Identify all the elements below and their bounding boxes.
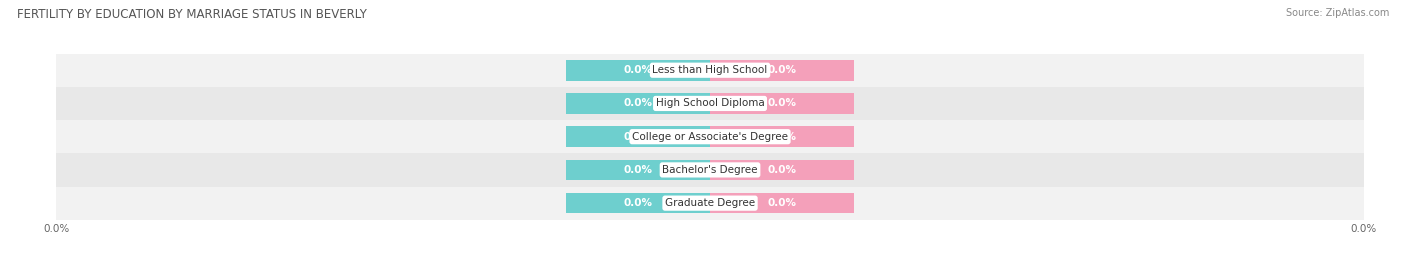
Bar <box>56 54 1364 87</box>
Text: 0.0%: 0.0% <box>624 165 652 175</box>
Bar <box>567 126 710 147</box>
Text: 0.0%: 0.0% <box>624 198 652 208</box>
Text: 0.0%: 0.0% <box>768 198 796 208</box>
Text: 0.0%: 0.0% <box>768 165 796 175</box>
Text: 0.0%: 0.0% <box>768 98 796 109</box>
Text: 0.0%: 0.0% <box>624 132 652 142</box>
Text: 0.0%: 0.0% <box>768 132 796 142</box>
Text: FERTILITY BY EDUCATION BY MARRIAGE STATUS IN BEVERLY: FERTILITY BY EDUCATION BY MARRIAGE STATU… <box>17 8 367 21</box>
Bar <box>567 93 710 114</box>
Bar <box>567 60 710 80</box>
Bar <box>567 160 710 180</box>
Bar <box>56 120 1364 153</box>
Text: College or Associate's Degree: College or Associate's Degree <box>633 132 787 142</box>
Bar <box>710 160 853 180</box>
Text: 0.0%: 0.0% <box>624 98 652 109</box>
Bar <box>56 153 1364 187</box>
Text: 0.0%: 0.0% <box>624 65 652 75</box>
Bar <box>710 93 853 114</box>
Bar <box>56 187 1364 220</box>
Bar <box>710 60 853 80</box>
Text: Source: ZipAtlas.com: Source: ZipAtlas.com <box>1285 8 1389 18</box>
Bar <box>567 193 710 213</box>
Text: 0.0%: 0.0% <box>768 65 796 75</box>
Bar <box>56 87 1364 120</box>
Text: Graduate Degree: Graduate Degree <box>665 198 755 208</box>
Text: Less than High School: Less than High School <box>652 65 768 75</box>
Bar <box>710 193 853 213</box>
Bar <box>710 126 853 147</box>
Text: High School Diploma: High School Diploma <box>655 98 765 109</box>
Text: Bachelor's Degree: Bachelor's Degree <box>662 165 758 175</box>
